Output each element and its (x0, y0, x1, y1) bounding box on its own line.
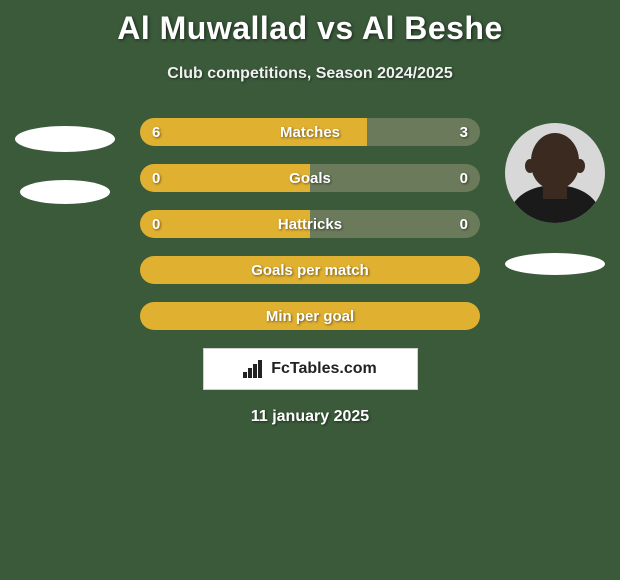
stat-label: Goals (140, 170, 480, 187)
logo-text: FcTables.com (271, 360, 377, 378)
player-avatar (505, 123, 605, 223)
stat-row-goals-per-match: Goals per match (140, 256, 480, 284)
stat-bars: 6 Matches 3 0 Goals 0 0 Hattricks 0 Goal… (140, 118, 480, 330)
stat-label: Goals per match (140, 262, 480, 279)
player-left-column (0, 118, 130, 204)
stat-label: Min per goal (140, 308, 480, 325)
stat-row-matches: 6 Matches 3 (140, 118, 480, 146)
stat-row-min-per-goal: Min per goal (140, 302, 480, 330)
player-right-column (490, 118, 620, 223)
stat-row-goals: 0 Goals 0 (140, 164, 480, 192)
stat-label: Matches (140, 124, 480, 141)
stat-row-hattricks: 0 Hattricks 0 (140, 210, 480, 238)
stat-right-value: 0 (460, 216, 468, 233)
subtitle: Club competitions, Season 2024/2025 (0, 65, 620, 83)
stat-label: Hattricks (140, 216, 480, 233)
page-title: Al Muwallad vs Al Beshe (0, 0, 620, 47)
avatar-placeholder (15, 126, 115, 152)
chart-icon (243, 360, 265, 378)
comparison-content: 6 Matches 3 0 Goals 0 0 Hattricks 0 Goal… (0, 118, 620, 426)
avatar-placeholder (20, 180, 110, 204)
date-label: 11 january 2025 (0, 408, 620, 426)
stat-right-value: 3 (460, 124, 468, 141)
stat-right-value: 0 (460, 170, 468, 187)
fctables-logo: FcTables.com (203, 348, 418, 390)
avatar-placeholder (505, 253, 605, 275)
